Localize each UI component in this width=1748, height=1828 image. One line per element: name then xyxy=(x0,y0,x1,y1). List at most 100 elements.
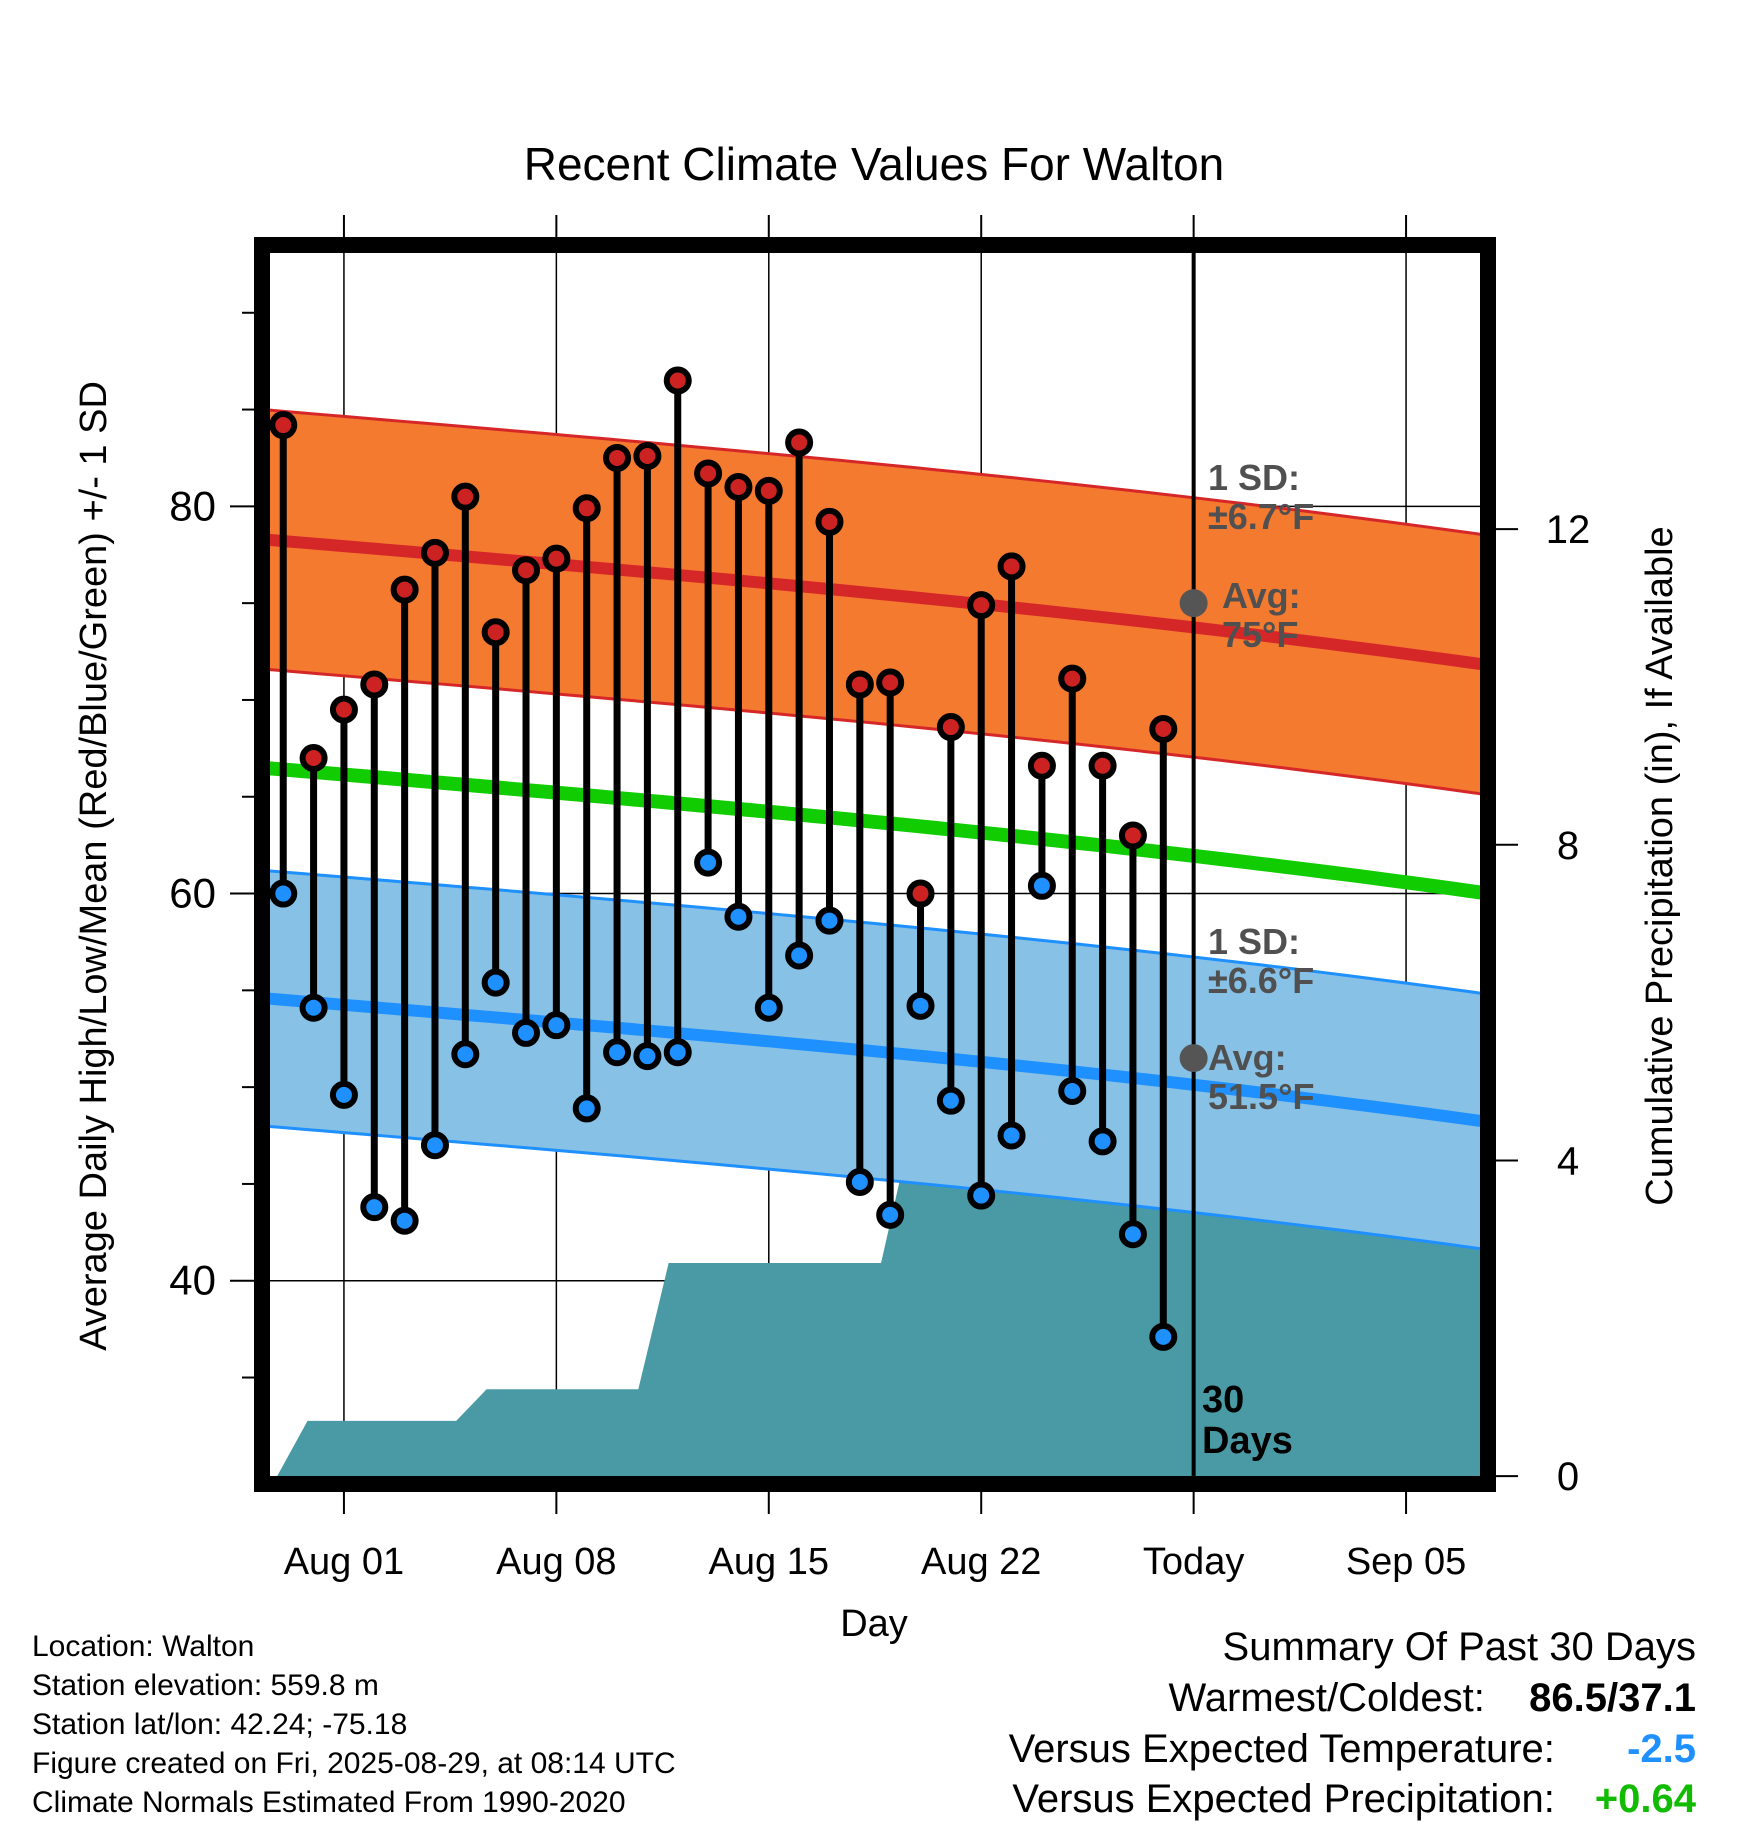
daily-low-point xyxy=(785,941,814,970)
normal-low-band xyxy=(262,870,1488,1250)
y2-tick-label: 12 xyxy=(1546,508,1591,552)
daily-low-point xyxy=(451,1040,480,1069)
daily-high-point xyxy=(481,618,510,647)
daily-high-point xyxy=(420,538,449,567)
daily-high-point xyxy=(876,668,905,697)
daily-high-point xyxy=(1027,751,1056,780)
x-tick-label: Sep 05 xyxy=(1346,1541,1466,1583)
daily-low-point xyxy=(694,848,723,877)
daily-low-point xyxy=(663,1038,692,1067)
today-high-avg-dot xyxy=(1179,589,1208,618)
summary-temp-label: Versus Expected Temperature: xyxy=(1008,1727,1555,1771)
footer-normals: Climate Normals Estimated From 1990-2020 xyxy=(32,1786,626,1819)
daily-high-point xyxy=(694,459,723,488)
summary-warmest-label: Warmest/Coldest: xyxy=(1168,1676,1485,1720)
daily-low-point xyxy=(269,879,298,908)
daily-low-point xyxy=(633,1042,662,1071)
normal-high-band-upper-edge xyxy=(261,408,1489,537)
y2-tick-label: 0 xyxy=(1557,1455,1579,1499)
summary-precip-value: +0.64 xyxy=(1594,1777,1696,1821)
daily-low-point xyxy=(481,968,510,997)
daily-high-point xyxy=(815,507,844,536)
daily-high-point xyxy=(269,411,298,440)
daily-high-point xyxy=(633,442,662,471)
normal-low-band-lower-edge xyxy=(261,1124,1489,1252)
daily-low-point xyxy=(997,1121,1026,1150)
normal-mean-line xyxy=(261,760,1489,901)
today-days-label: 30 Days xyxy=(1202,1379,1293,1462)
daily-low-point xyxy=(936,1086,965,1115)
footer-created: Figure created on Fri, 2025-08-29, at 08… xyxy=(32,1747,676,1780)
summary-warmest-value: 86.5/37.1 xyxy=(1529,1676,1696,1720)
summary-precip-row: Versus Expected Precipitation: +0.64 xyxy=(1012,1774,1696,1824)
y-tick-label: 60 xyxy=(169,870,216,917)
daily-high-point xyxy=(512,556,541,585)
summary-warmest-row: Warmest/Coldest: 86.5/37.1 xyxy=(1169,1673,1697,1723)
daily-low-point xyxy=(299,993,328,1022)
daily-high-point xyxy=(663,366,692,395)
daily-low-point xyxy=(420,1131,449,1160)
daily-low-point xyxy=(1027,871,1056,900)
daily-high-point xyxy=(299,744,328,773)
daily-high-point xyxy=(967,591,996,620)
daily-high-point xyxy=(1088,751,1117,780)
daily-low-point xyxy=(512,1018,541,1047)
daily-high-point xyxy=(329,695,358,724)
y2-tick-label: 8 xyxy=(1557,824,1579,868)
x-tick-label: Aug 22 xyxy=(921,1541,1041,1583)
daily-high-point xyxy=(1149,714,1178,743)
daily-low-point xyxy=(876,1200,905,1229)
daily-low-point xyxy=(1088,1127,1117,1156)
daily-low-point xyxy=(360,1193,389,1222)
chart-title: Recent Climate Values For Walton xyxy=(524,138,1225,190)
y-tick-label: 40 xyxy=(169,1257,216,1304)
daily-high-point xyxy=(785,428,814,457)
summary-precip-label: Versus Expected Precipitation: xyxy=(1012,1777,1555,1821)
summary-title: Summary Of Past 30 Days xyxy=(1222,1625,1696,1669)
daily-high-point xyxy=(906,879,935,908)
daily-high-point xyxy=(754,476,783,505)
daily-high-point xyxy=(451,482,480,511)
daily-low-point xyxy=(1118,1220,1147,1249)
daily-low-point xyxy=(542,1011,571,1040)
daily-low-point xyxy=(572,1094,601,1123)
x-tick-label: Aug 15 xyxy=(709,1541,829,1583)
low-sd-label: 1 SD: ±6.6°F xyxy=(1208,921,1314,1001)
daily-high-point xyxy=(1058,664,1087,693)
today-low-avg-dot xyxy=(1179,1044,1208,1073)
daily-low-point xyxy=(329,1080,358,1109)
footer-location: Location: Walton xyxy=(32,1630,255,1663)
footer-elevation: Station elevation: 559.8 m xyxy=(32,1669,379,1702)
x-tick-label: Aug 01 xyxy=(284,1541,404,1583)
daily-high-point xyxy=(1118,821,1147,850)
x-tick-label: Today xyxy=(1143,1541,1244,1583)
daily-low-point xyxy=(967,1181,996,1210)
daily-low-point xyxy=(1149,1322,1178,1351)
daily-low-point xyxy=(754,993,783,1022)
daily-high-point xyxy=(936,713,965,742)
daily-high-point xyxy=(572,494,601,523)
daily-low-point xyxy=(1058,1077,1087,1106)
y2-axis-label: Cumulative Precipitation (in), If Availa… xyxy=(1639,526,1681,1205)
y-tick-label: 80 xyxy=(169,482,216,529)
daily-high-point xyxy=(997,552,1026,581)
x-axis-label: Day xyxy=(840,1603,908,1645)
summary-temp-row: Versus Expected Temperature: -2.5 xyxy=(1009,1724,1696,1774)
x-tick-label: Aug 08 xyxy=(496,1541,616,1583)
daily-low-point xyxy=(603,1038,632,1067)
daily-high-point xyxy=(542,544,571,573)
daily-high-point xyxy=(360,670,389,699)
footer-latlon: Station lat/lon: 42.24; -75.18 xyxy=(32,1708,408,1741)
daily-low-point xyxy=(906,991,935,1020)
normal-high-band xyxy=(262,409,1488,795)
plot-frame xyxy=(254,237,1496,1492)
y2-tick-label: 4 xyxy=(1557,1139,1579,1183)
daily-high-point xyxy=(845,670,874,699)
summary-temp-value: -2.5 xyxy=(1627,1727,1696,1771)
daily-high-point xyxy=(390,575,419,604)
daily-high-point xyxy=(724,472,753,501)
high-avg-label: Avg: 75°F xyxy=(1222,575,1301,655)
daily-low-point xyxy=(724,902,753,931)
daily-low-point xyxy=(390,1206,419,1235)
